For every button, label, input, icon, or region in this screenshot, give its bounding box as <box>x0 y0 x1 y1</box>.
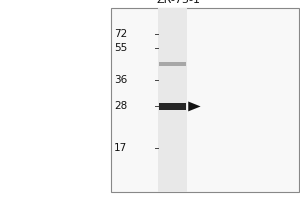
Bar <box>159 103 186 110</box>
Bar <box>159 62 186 66</box>
Text: 36: 36 <box>114 75 128 85</box>
Text: 72: 72 <box>114 29 128 39</box>
Text: 28: 28 <box>114 101 128 111</box>
Bar <box>158 8 187 192</box>
Text: ZR-75-1: ZR-75-1 <box>157 0 200 5</box>
Bar <box>111 8 298 192</box>
Text: 55: 55 <box>114 43 128 53</box>
Text: 17: 17 <box>114 143 128 153</box>
Polygon shape <box>188 101 201 111</box>
